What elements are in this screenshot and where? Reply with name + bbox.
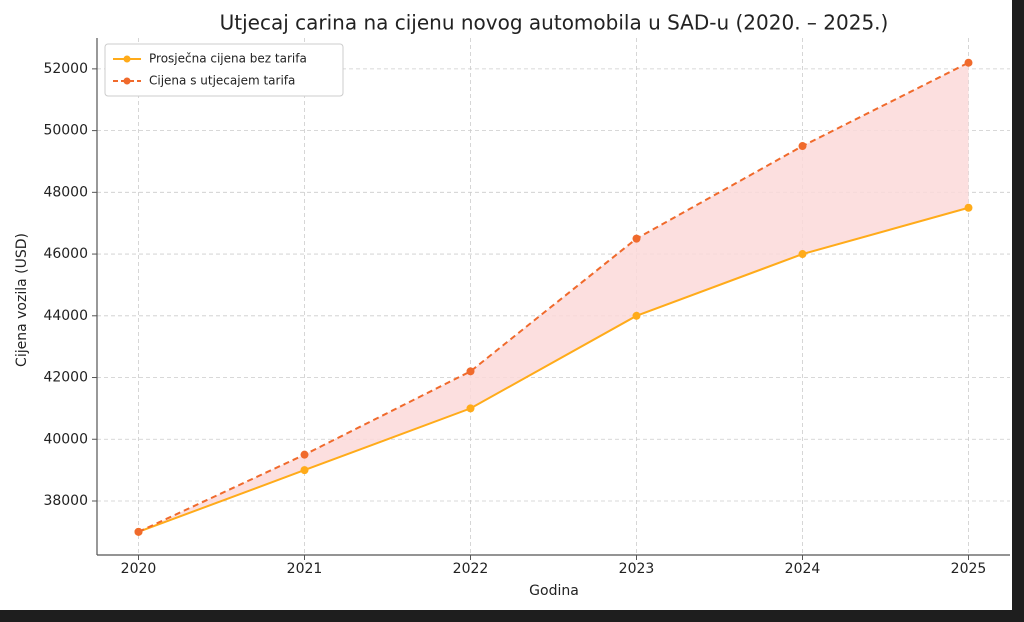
y-tick-label: 46000 xyxy=(43,246,88,262)
gap-fill xyxy=(138,62,969,532)
x-axis-label: Godina xyxy=(529,583,579,599)
series-line xyxy=(138,61,969,533)
x-tick-label: 2023 xyxy=(619,561,655,577)
series-line xyxy=(138,206,969,533)
chart-title: Utjecaj carina na cijenu novog automobil… xyxy=(220,11,889,35)
point xyxy=(798,250,807,259)
y-tick-label: 40000 xyxy=(43,431,88,447)
point xyxy=(300,466,309,475)
y-tick-label: 50000 xyxy=(43,123,88,139)
y-tick-label: 44000 xyxy=(43,308,88,324)
y-axis-label: Cijena vozila (USD) xyxy=(14,233,30,367)
point xyxy=(632,311,641,320)
x-tick-label: 2022 xyxy=(453,561,489,577)
x-tick-label: 2024 xyxy=(785,561,821,577)
y-tick-label: 38000 xyxy=(43,493,88,509)
legend-box xyxy=(104,43,344,97)
point xyxy=(300,450,309,459)
legend-marker xyxy=(123,55,131,63)
point xyxy=(798,142,807,151)
y-tick-label: 52000 xyxy=(43,61,88,77)
x-tick-label: 2020 xyxy=(121,561,157,577)
point xyxy=(632,234,641,243)
legend-label: Prosječna cijena bez tarifa xyxy=(149,52,307,66)
x-tick-label: 2021 xyxy=(287,561,323,577)
point xyxy=(964,203,973,212)
background xyxy=(0,0,1012,610)
point xyxy=(466,404,475,413)
point xyxy=(134,527,143,536)
y-tick-label: 42000 xyxy=(43,370,88,386)
y-tick-label: 48000 xyxy=(43,184,88,200)
legend-label: Cijena s utjecajem tarifa xyxy=(149,74,295,88)
point xyxy=(964,58,973,67)
point xyxy=(466,367,475,376)
x-tick-label: 2025 xyxy=(951,561,987,577)
legend-marker xyxy=(123,77,131,85)
